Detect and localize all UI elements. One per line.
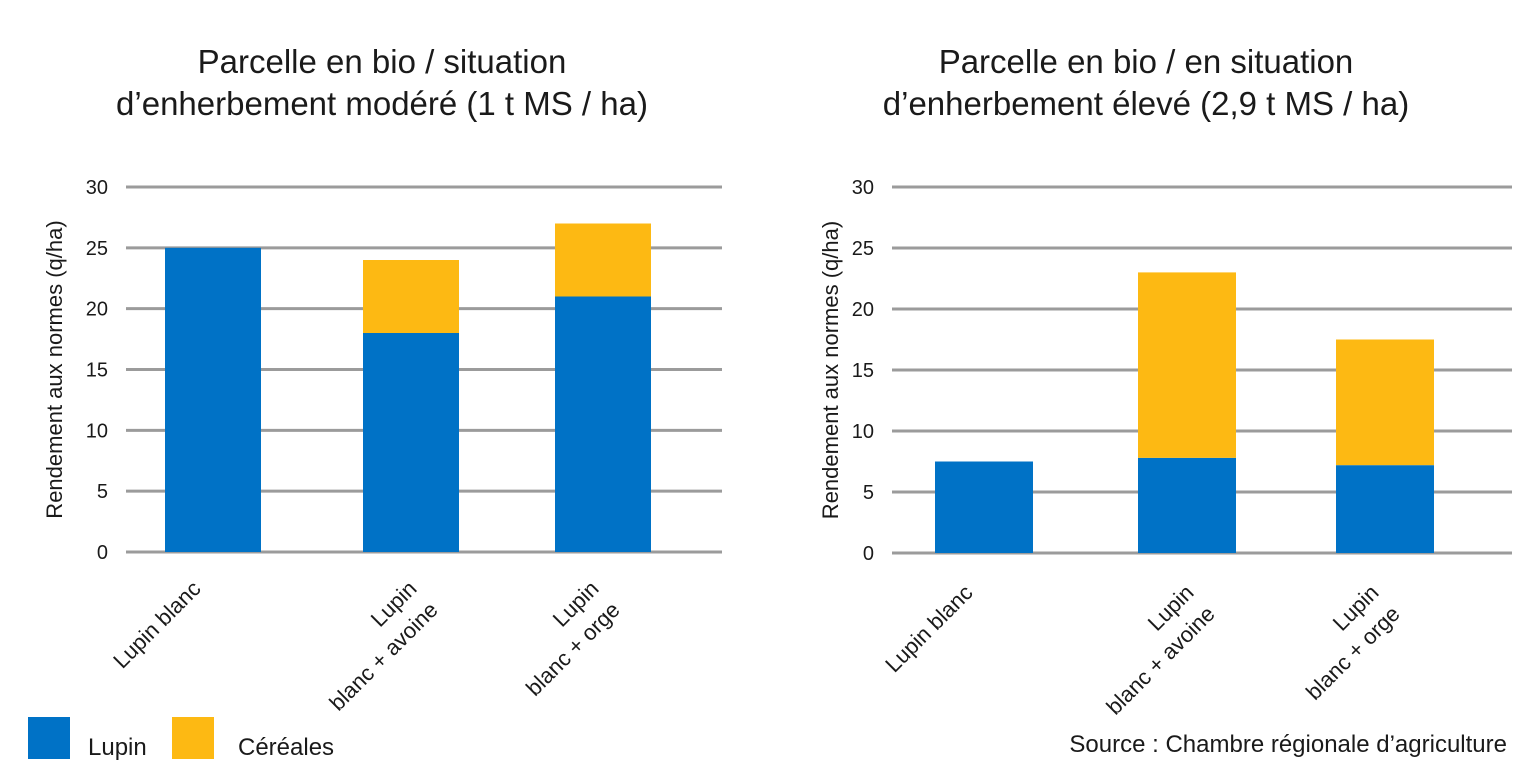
category-label: Lupinblanc + orge — [500, 576, 625, 701]
y-tick-label: 5 — [863, 482, 874, 504]
chart-title-line: Parcelle en bio / en situation — [939, 43, 1354, 80]
y-tick-label: 30 — [86, 177, 108, 199]
chart-title: Parcelle en bio / en situation d’enherbem… — [883, 43, 1409, 122]
legend-label-cereales: Céréales — [238, 734, 334, 761]
bar-lupin — [1336, 465, 1434, 553]
bar-lupin — [935, 461, 1033, 553]
y-tick-label: 15 — [852, 360, 874, 382]
chart-title: Parcelle en bio / situation d’enherbement… — [116, 43, 648, 122]
y-axis-label: Rendement aux normes (q/ha) — [818, 221, 843, 519]
legend-swatch-lupin — [28, 717, 70, 759]
y-tick-label: 10 — [852, 421, 874, 443]
chart-title-line: Parcelle en bio / situation — [198, 43, 567, 80]
y-tick-label: 20 — [86, 299, 108, 321]
chart-moderate-weed: Parcelle en bio / situation d’enherbement… — [42, 43, 722, 716]
category-label: Lupinblanc + orge — [1280, 580, 1405, 705]
y-tick-label: 15 — [86, 360, 108, 382]
category-label: Lupinblanc + avoine — [1080, 580, 1220, 720]
chart-high-weed: Parcelle en bio / en situation d’enherbem… — [818, 43, 1512, 720]
bar-cereales — [1138, 272, 1236, 458]
y-tick-label: 25 — [852, 238, 874, 260]
bar-lupin — [555, 296, 651, 552]
category-label: Lupin blanc — [108, 576, 205, 673]
chart-title-line: d’enherbement modéré (1 t MS / ha) — [116, 85, 648, 122]
category-label-line: Lupin blanc — [108, 576, 205, 673]
legend-swatch-cereales — [172, 717, 214, 759]
chart-title-line: d’enherbement élevé (2,9 t MS / ha) — [883, 85, 1409, 122]
legend: Lupin Céréales — [28, 717, 334, 761]
y-tick-label: 0 — [97, 542, 108, 564]
bar-lupin — [1138, 457, 1236, 553]
source-note: Source : Chambre régionale d’agriculture — [1069, 731, 1507, 758]
y-tick-label: 20 — [852, 299, 874, 321]
y-tick-label: 25 — [86, 238, 108, 260]
bar-cereales — [1336, 339, 1434, 466]
bar-lupin — [165, 247, 261, 553]
y-tick-label: 30 — [852, 177, 874, 199]
legend-label-lupin: Lupin — [88, 734, 147, 761]
y-axis-label: Rendement aux normes (q/ha) — [42, 220, 67, 518]
category-label: Lupin blanc — [880, 580, 977, 677]
y-tick-label: 10 — [86, 420, 108, 442]
category-label-line: Lupin blanc — [880, 580, 977, 677]
bar-lupin — [363, 333, 459, 552]
y-tick-label: 0 — [863, 543, 874, 565]
y-tick-label: 5 — [97, 481, 108, 503]
bar-cereales — [363, 260, 459, 333]
category-label: Lupinblanc + avoine — [303, 576, 443, 716]
bar-cereales — [555, 223, 651, 297]
